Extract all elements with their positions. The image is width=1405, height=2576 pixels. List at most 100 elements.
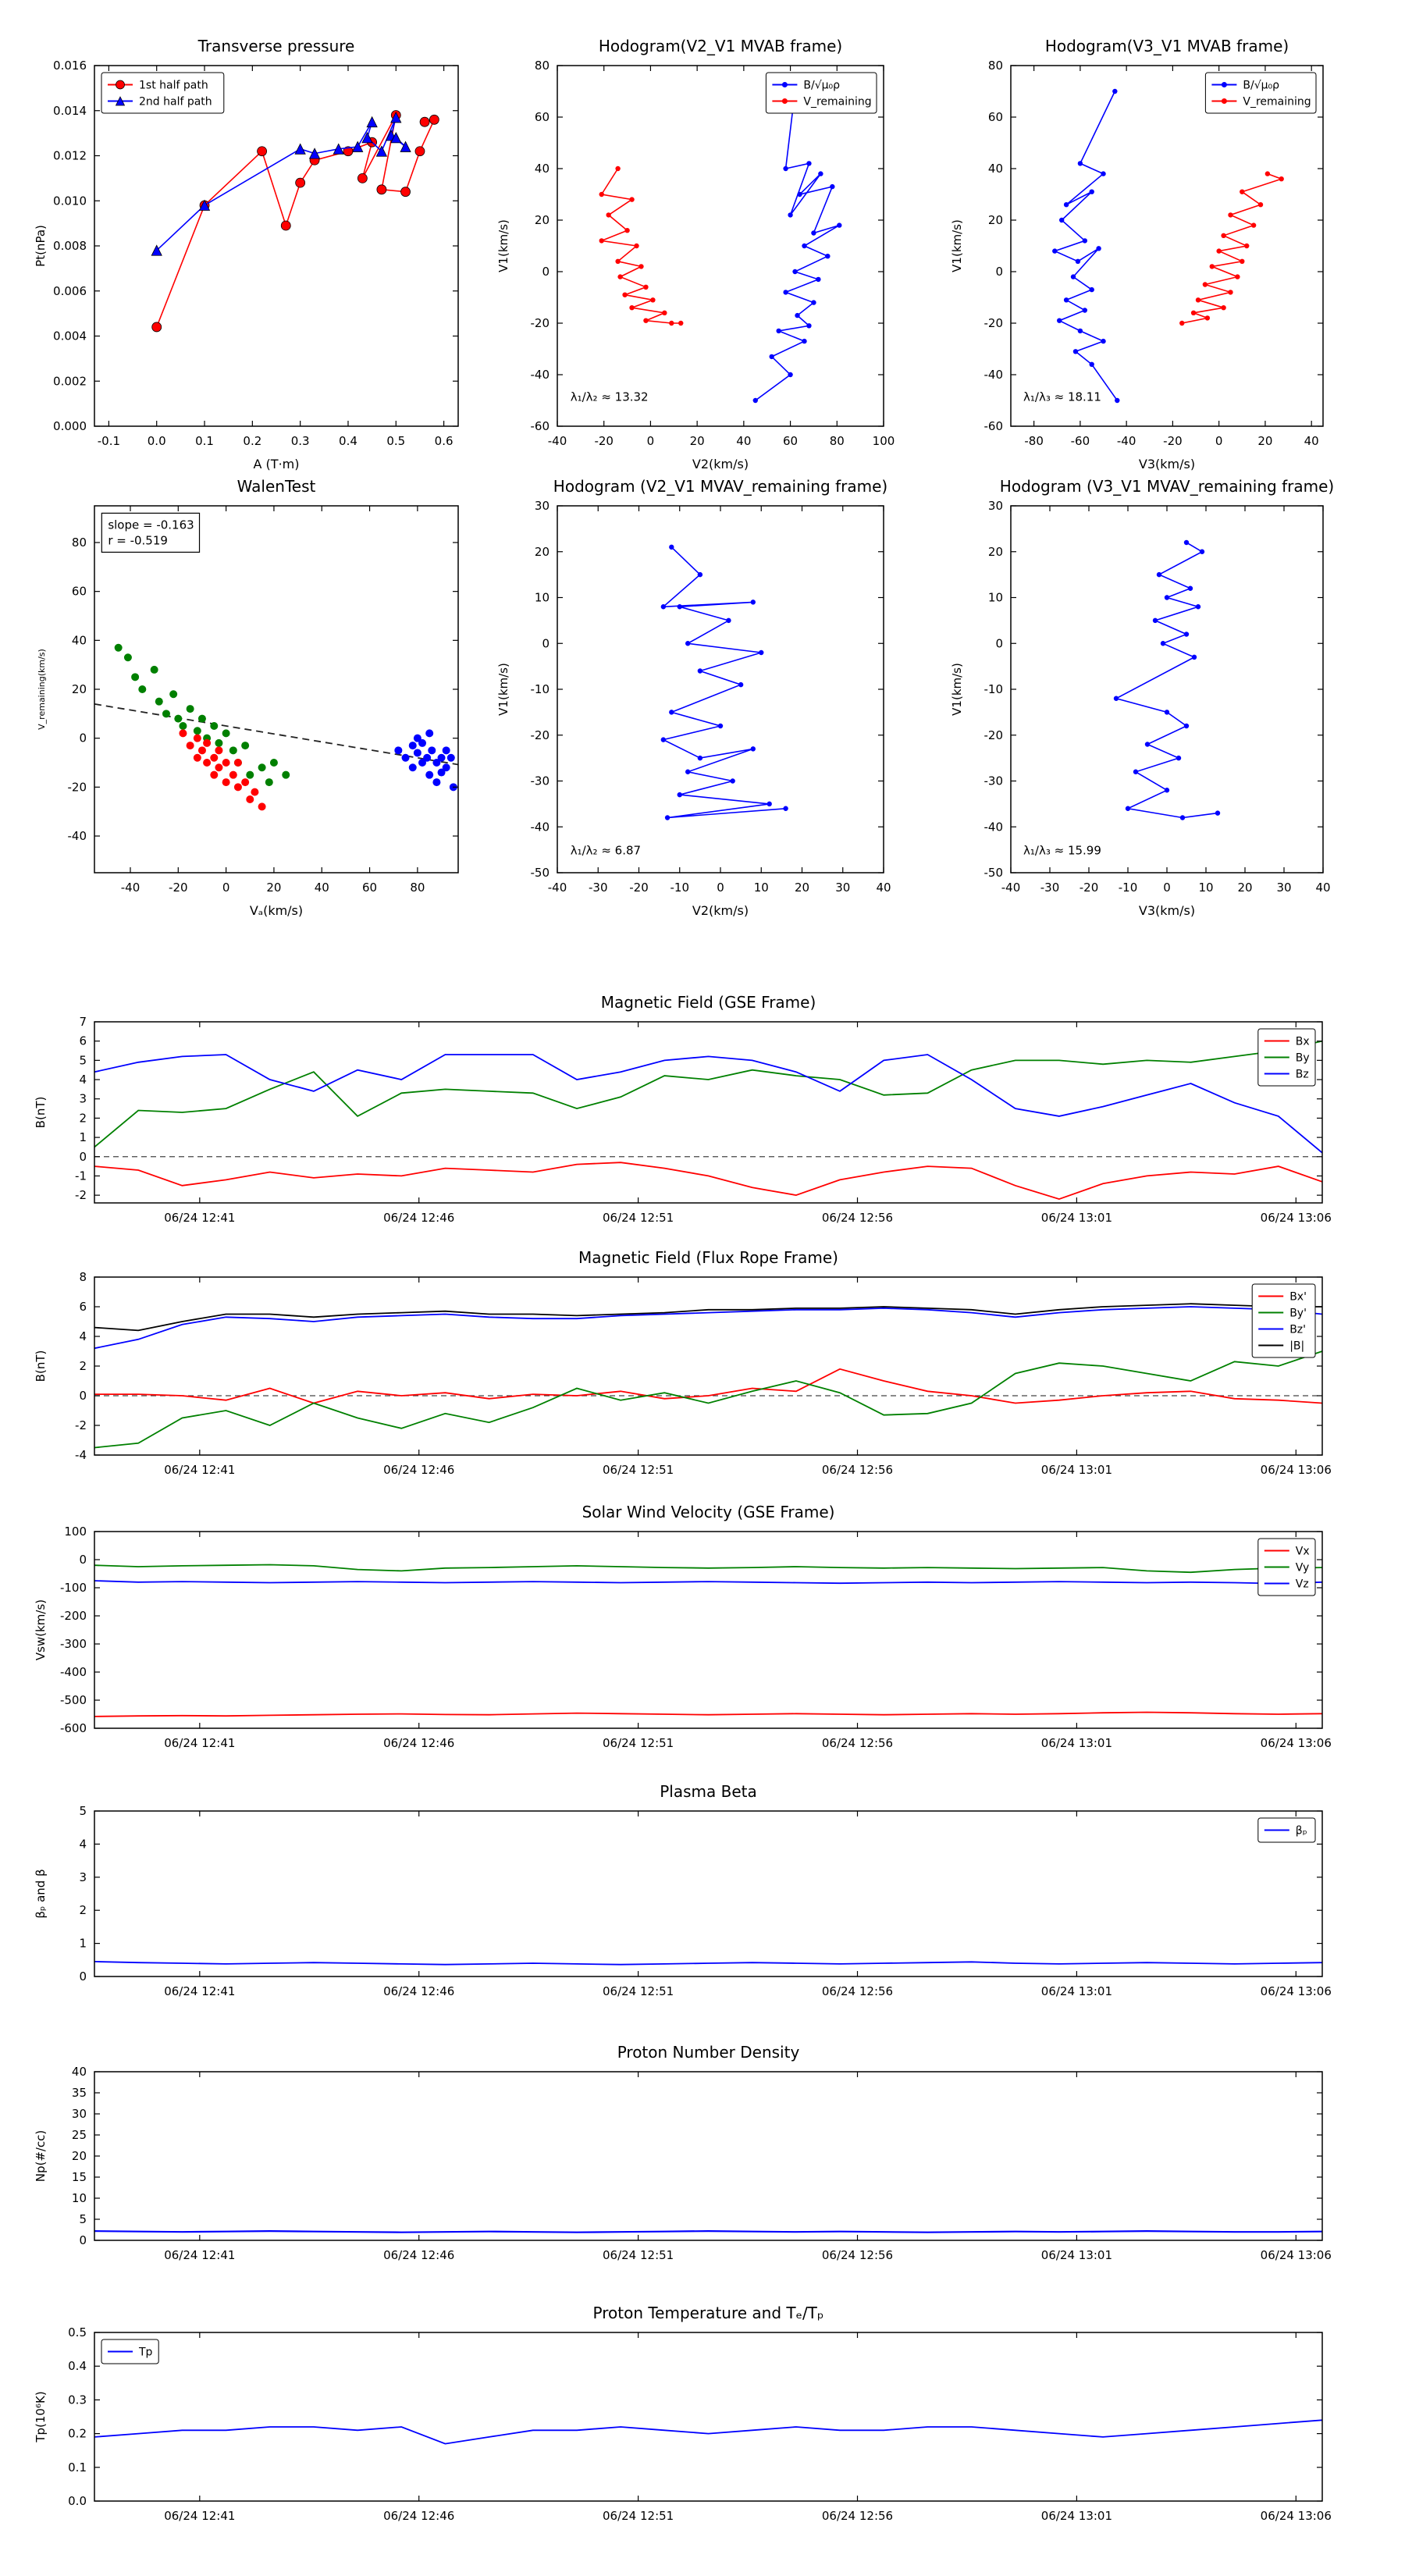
panel-vsw-gse: 06/24 12:41 06/24 12:46 06/24 12:51 06/24 1… [16,1488,1343,1783]
y-tick-label: -20 [531,728,550,742]
y-tick-label: 0 [79,731,87,745]
x-tick-label: 80 [410,881,425,895]
x-tick-label: 06/24 13:01 [1041,2248,1112,2262]
x-axis-label: V2(km/s) [692,457,749,471]
series-group-green [114,643,290,787]
x-tick-label: 06/24 13:06 [1261,1984,1332,1998]
x-tick-label: 40 [315,881,329,895]
panel-transverse-pressure: -0.1 0.0 0.1 0.2 0.3 0.4 0.5 0.6 0.000 0.002 0.004… [16,22,478,481]
x-tick-label: 06/24 12:46 [383,1984,454,1998]
y-tick-label: -60 [531,419,550,433]
y-axis-label: Vsw(km/s) [34,1599,48,1660]
y-tick-label: 0 [79,1553,87,1567]
y-tick-label: -60 [984,419,1004,433]
y-tick-label: 2 [79,1359,87,1373]
hodogram-v2v1-mvav-chart-svg: -40 -30 -20 -10 0 10 20 30 40-50-40-30-20-100102… [496,477,891,918]
y-tick-label: 25 [72,2128,87,2142]
hodogram-v2v1-mvab-chart-svg: -40 -20 0 20 40 60 80 100-60-40-20020406080Hodo… [496,37,895,471]
y-tick-label: 20 [988,213,1003,227]
y-tick-label: 0.0 [68,2494,87,2508]
x-tick-label: 20 [795,881,809,895]
y-tick-label: -40 [531,368,550,382]
legend-label: By [1296,1052,1310,1065]
y-tick-label: 5 [79,1053,87,1067]
y-tick-label: -30 [531,774,550,788]
x-tick-label: -20 [169,881,188,895]
y-tick-label: -200 [60,1609,87,1623]
y-tick-label: 20 [988,545,1003,559]
y-tick-label: 0.4 [68,2359,87,2373]
series-Vz [94,1580,1322,1585]
x-tick-label: 0 [222,881,230,895]
x-tick-label: 06/24 12:46 [383,1463,454,1477]
y-tick-label: -40 [984,368,1004,382]
y-tick-label: -100 [60,1581,87,1595]
x-tick-label: 20 [266,881,281,895]
x-tick-label: 0.1 [195,434,214,448]
x-tick-label: 06/24 13:01 [1041,1463,1112,1477]
panel-b-fluxrope: 06/24 12:41 06/24 12:46 06/24 12:51 06/24 1… [16,1233,1343,1510]
series-beta-p [94,1961,1322,1966]
panel-proton-density: 06/24 12:41 06/24 12:46 06/24 12:51 06/24 1… [16,2028,1343,2295]
x-tick-label: 0.4 [339,434,357,448]
series-group-red [179,729,266,811]
y-tick-label: -10 [531,682,550,696]
y-axis-label: B(nT) [34,1097,48,1129]
y-tick-label: 4 [79,1837,87,1851]
x-tick-label: 06/24 12:41 [164,1736,235,1750]
plasma-beta-chart-svg: 06/24 12:41 06/24 12:46 06/24 12:51 06/24 1… [34,1782,1332,1998]
y-tick-label: 6 [79,1034,87,1048]
lambda-annotation: λ₁/λ₃ ≈ 18.11 [1023,390,1101,404]
series-Np [94,2229,1322,2233]
y-tick-label: 1 [79,1130,87,1144]
x-tick-label: 06/24 13:06 [1261,2248,1332,2262]
y-tick-label: 0.3 [68,2393,87,2407]
axes-frame [94,2071,1323,2241]
series-By-prime [94,1350,1322,1449]
y-tick-label: -600 [60,1721,87,1735]
y-tick-label: 0.010 [53,194,87,208]
y-tick-label: 20 [535,213,550,227]
y-tick-label: -500 [60,1693,87,1707]
y-tick-label: -30 [984,774,1004,788]
y-tick-label: 3 [79,1870,87,1884]
series-B-path [752,88,842,404]
panel-walen-test: -40 -20 0 20 40 60 80 -40 -20 0 20 40 60 80 WalenTest V… [16,462,478,927]
series-first-half-path [151,110,439,333]
x-tick-label: -30 [589,881,608,895]
x-tick-label: 10 [754,881,769,895]
x-tick-label: -20 [1163,434,1183,448]
y-tick-label: 10 [535,591,550,605]
y-tick-label: 0.5 [68,2325,87,2339]
y-tick-label: 20 [535,545,550,559]
x-tick-label: 06/24 13:01 [1041,1211,1112,1225]
y-tick-label: 0 [995,265,1003,279]
y-tick-label: -50 [531,866,550,880]
series-Tp [94,2419,1322,2445]
y-tick-label: 0.1 [68,2460,87,2475]
x-tick-label: -20 [594,434,614,448]
y-tick-label: 0.012 [53,149,87,163]
y-tick-label: 7 [79,1015,87,1029]
axes-frame [94,505,459,873]
y-tick-label: 0.014 [53,104,87,118]
y-tick-label: -40 [531,820,550,834]
y-axis-label: V1(km/s) [496,219,510,272]
panel-title: Solar Wind Velocity (GSE Frame) [582,1503,835,1521]
y-tick-label: 5 [79,2212,87,2226]
y-tick-label: 40 [72,633,87,647]
x-tick-label: 40 [736,434,751,448]
y-tick-label: -4 [75,1448,87,1462]
y-tick-label: 3 [79,1092,87,1106]
y-tick-label: 0 [79,1389,87,1403]
b-fluxrope-chart-svg: 06/24 12:41 06/24 12:46 06/24 12:51 06/24 1… [34,1248,1332,1477]
legend: βₚ [1257,1817,1316,1843]
y-tick-label: -10 [984,682,1004,696]
x-tick-label: 0 [1215,434,1223,448]
stats-text: r = -0.519 [108,533,168,547]
x-tick-label: 40 [1304,434,1319,448]
legend-label: Tp [138,2347,153,2359]
y-tick-label: -40 [68,829,87,843]
y-tick-label: 60 [988,110,1003,124]
